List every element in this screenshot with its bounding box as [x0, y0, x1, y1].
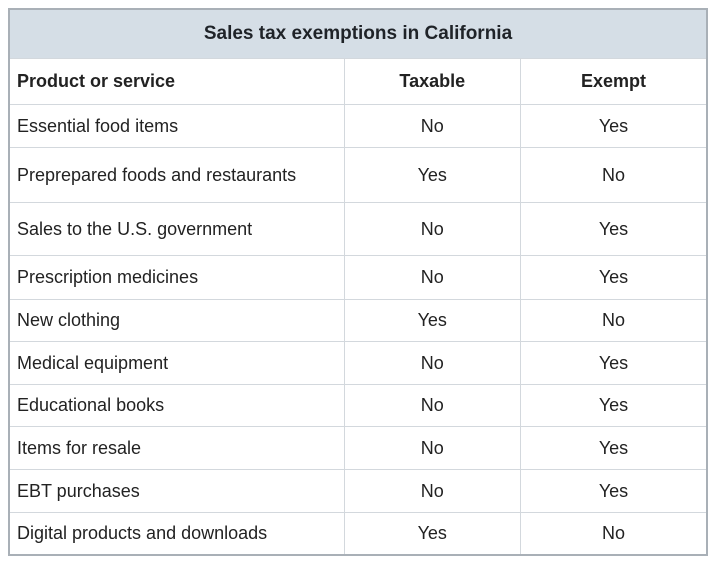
- cell-product: New clothing: [8, 299, 345, 342]
- cell-exempt: No: [520, 512, 708, 555]
- cell-exempt: Yes: [520, 384, 708, 427]
- cell-product: Digital products and downloads: [8, 512, 345, 555]
- cell-taxable: No: [343, 426, 522, 470]
- table-row: Items for resale No Yes: [8, 426, 708, 470]
- cell-exempt: Yes: [520, 202, 708, 256]
- cell-product: Prescription medicines: [8, 255, 345, 300]
- cell-product: EBT purchases: [8, 469, 345, 513]
- cell-taxable: Yes: [343, 299, 522, 342]
- cell-taxable: Yes: [343, 512, 522, 555]
- header-taxable: Taxable: [343, 58, 522, 105]
- cell-taxable: No: [343, 341, 522, 385]
- cell-exempt: Yes: [520, 255, 708, 300]
- table-title: Sales tax exemptions in California: [8, 8, 708, 59]
- table-row: Educational books No Yes: [8, 384, 708, 427]
- cell-exempt: Yes: [520, 104, 708, 148]
- table-row: Essential food items No Yes: [8, 104, 708, 148]
- cell-taxable: No: [343, 255, 522, 300]
- table-row: EBT purchases No Yes: [8, 469, 708, 513]
- cell-product: Items for resale: [8, 426, 345, 470]
- table-row: Prescription medicines No Yes: [8, 255, 708, 300]
- cell-exempt: Yes: [520, 426, 708, 470]
- table-row: Digital products and downloads Yes No: [8, 512, 708, 555]
- table-row: New clothing Yes No: [8, 299, 708, 342]
- cell-exempt: No: [520, 147, 708, 203]
- cell-exempt: Yes: [520, 469, 708, 513]
- cell-taxable: Yes: [343, 147, 522, 203]
- header-exempt: Exempt: [520, 58, 708, 105]
- cell-exempt: No: [520, 299, 708, 342]
- table-row: Preprepared foods and restaurants Yes No: [8, 147, 708, 203]
- cell-exempt: Yes: [520, 341, 708, 385]
- cell-taxable: No: [343, 469, 522, 513]
- cell-taxable: No: [343, 202, 522, 256]
- cell-product: Medical equipment: [8, 341, 345, 385]
- cell-taxable: No: [343, 384, 522, 427]
- header-product: Product or service: [8, 58, 345, 105]
- cell-product: Educational books: [8, 384, 345, 427]
- cell-product: Sales to the U.S. government: [8, 202, 345, 256]
- cell-product: Preprepared foods and restaurants: [8, 147, 345, 203]
- cell-taxable: No: [343, 104, 522, 148]
- cell-product: Essential food items: [8, 104, 345, 148]
- table-row: Sales to the U.S. government No Yes: [8, 202, 708, 256]
- sales-tax-table: Sales tax exemptions in California Produ…: [8, 8, 708, 556]
- table-row: Medical equipment No Yes: [8, 341, 708, 385]
